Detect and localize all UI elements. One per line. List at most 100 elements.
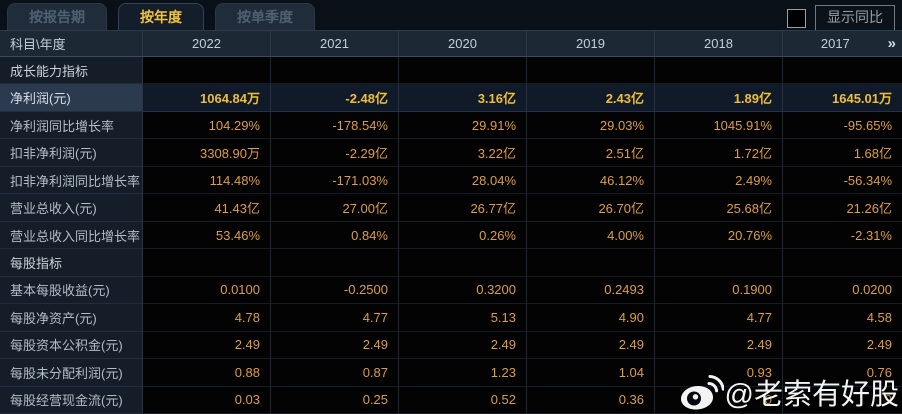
value-cell: 4.77 — [271, 304, 399, 332]
more-years-icon[interactable]: » — [887, 35, 896, 52]
value-cell: 2.49 — [399, 331, 527, 360]
value-cell: 2.49 — [271, 331, 399, 360]
row-label: 每股未分配利润(元) — [0, 359, 143, 387]
value-cell: 21.26亿 — [783, 194, 902, 222]
tab-by-year[interactable]: 按年度 — [118, 3, 204, 30]
value-cell: 25.68亿 — [655, 194, 783, 222]
value-cell: 4.90 — [527, 304, 655, 332]
value-cell: 2.49 — [655, 331, 783, 360]
value-cell: 29.03% — [527, 111, 655, 140]
table-row: 净利润同比增长率 104.29% -178.54% 29.91% 29.03% 1045.… — [0, 111, 902, 140]
value-cell: -56.34% — [783, 166, 902, 195]
value-cell: 0.52 — [399, 386, 527, 414]
value-cell — [271, 249, 399, 277]
row-label: 基本每股收益(元) — [0, 276, 143, 305]
value-cell — [399, 57, 527, 85]
column-header-year: 2022 — [143, 31, 271, 56]
value-cell — [271, 57, 399, 85]
value-cell: 1045.91% — [655, 111, 783, 140]
value-cell — [783, 249, 902, 277]
row-label: 成长能力指标 — [0, 57, 143, 85]
value-cell: 0.26% — [399, 221, 527, 250]
show-yoy-label[interactable]: 显示同比 — [815, 5, 895, 31]
value-cell: 1645.01万 — [783, 84, 902, 112]
table-body: 成长能力指标 净利润(元) 1064.84万 -2.48亿 3.16亿 2.43亿 1.89… — [0, 57, 902, 414]
tab-by-quarter[interactable]: 按单季度 — [215, 3, 315, 30]
table-row: 营业总收入同比增长率 53.46% 0.84% 0.26% 4.00% 20.76% -2.… — [0, 221, 902, 250]
column-header-year: 2020 — [399, 31, 527, 56]
column-header-year: 2019 — [527, 31, 655, 56]
value-cell: 0.03 — [143, 386, 271, 414]
value-cell: 20.76% — [655, 221, 783, 250]
tab-report-period[interactable]: 按报告期 — [7, 3, 107, 30]
value-cell: 1.72亿 — [655, 139, 783, 167]
value-cell: 26.77亿 — [399, 194, 527, 222]
value-cell: 2.51亿 — [527, 139, 655, 167]
value-cell: 114.48% — [143, 166, 271, 195]
value-cell: 0.1900 — [655, 276, 783, 305]
value-cell: 2.43亿 — [527, 84, 655, 112]
value-cell: 26.70亿 — [527, 194, 655, 222]
column-header-year: 2018 — [655, 31, 783, 56]
row-label: 每股净资产(元) — [0, 304, 143, 332]
value-cell: -178.54% — [271, 111, 399, 140]
table-row: 营业总收入(元) 41.43亿 27.00亿 26.77亿 26.70亿 25.68亿 21… — [0, 194, 902, 222]
table-row: 每股资本公积金(元) 2.49 2.49 2.49 2.49 2.49 2.49 — [0, 331, 902, 360]
table-row: 净利润(元) 1064.84万 -2.48亿 3.16亿 2.43亿 1.89亿 1645.… — [0, 84, 902, 112]
tab-bar: 按报告期 按年度 按单季度 显示同比 — [0, 0, 902, 31]
value-cell: 27.00亿 — [271, 194, 399, 222]
value-cell: 3308.90万 — [143, 139, 271, 167]
table-row: 基本每股收益(元) 0.0100 -0.2500 0.3200 0.2493 0.1900… — [0, 276, 902, 305]
value-cell: 0.84% — [271, 221, 399, 250]
section-row: 每股指标 — [0, 249, 902, 277]
value-cell: 1.23 — [399, 359, 527, 387]
value-cell: 0.0100 — [143, 276, 271, 305]
section-row: 成长能力指标 — [0, 57, 902, 85]
value-cell — [655, 57, 783, 85]
value-cell: 2.49% — [655, 166, 783, 195]
value-cell: -0.2500 — [271, 276, 399, 305]
column-header-year: 2017 — [820, 36, 850, 51]
row-label: 营业总收入同比增长率 — [0, 221, 143, 250]
value-cell — [143, 249, 271, 277]
value-cell — [399, 249, 527, 277]
value-cell — [143, 57, 271, 85]
value-cell — [655, 249, 783, 277]
yoy-controls: 显示同比 — [787, 5, 895, 31]
value-cell: 1.68亿 — [783, 139, 902, 167]
value-cell: 0.88 — [143, 359, 271, 387]
value-cell: 0.87 — [271, 359, 399, 387]
row-label: 扣非净利润同比增长率 — [0, 166, 143, 195]
value-cell: 0.76 — [783, 359, 902, 387]
value-cell: 4.77 — [655, 304, 783, 332]
row-label: 净利润(元) — [0, 84, 143, 112]
table-row: 每股经营现金流(元) 0.03 0.25 0.52 0.36 0 9 — [0, 386, 902, 414]
value-cell: -2.31% — [783, 221, 902, 250]
value-cell: 41.43亿 — [143, 194, 271, 222]
value-cell: 4.58 — [783, 304, 902, 332]
value-cell: 28.04% — [399, 166, 527, 195]
value-cell: 104.29% — [143, 111, 271, 140]
value-cell — [527, 57, 655, 85]
value-cell: 53.46% — [143, 221, 271, 250]
financial-table: 科目\年度 2022 2021 2020 2019 2018 2017 » 成长能力指标 净利润… — [0, 30, 902, 414]
value-cell — [527, 249, 655, 277]
value-cell: 2.49 — [143, 331, 271, 360]
column-header-year-last: 2017 » — [783, 31, 902, 56]
table-row: 每股未分配利润(元) 0.88 0.87 1.23 1.04 0.93 0.76 — [0, 359, 902, 387]
value-cell: 0.93 — [655, 359, 783, 387]
show-yoy-checkbox[interactable] — [787, 8, 806, 28]
value-cell: -171.03% — [271, 166, 399, 195]
row-label: 每股资本公积金(元) — [0, 331, 143, 360]
value-cell: 0.25 — [271, 386, 399, 414]
value-cell: 0.0200 — [783, 276, 902, 305]
value-cell: 46.12% — [527, 166, 655, 195]
value-cell: 4.78 — [143, 304, 271, 332]
value-cell — [783, 57, 902, 85]
value-cell: 4.00% — [527, 221, 655, 250]
value-cell: -2.29亿 — [271, 139, 399, 167]
row-label: 每股指标 — [0, 249, 143, 277]
value-cell: 3.16亿 — [399, 84, 527, 112]
table-row: 每股净资产(元) 4.78 4.77 5.13 4.90 4.77 4.58 — [0, 304, 902, 332]
row-label: 每股经营现金流(元) — [0, 386, 143, 414]
